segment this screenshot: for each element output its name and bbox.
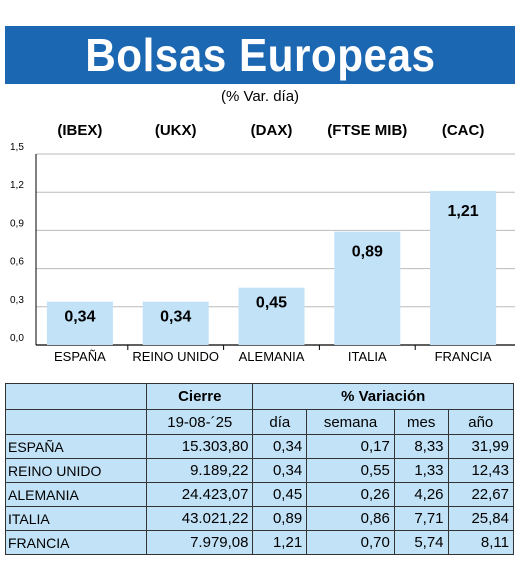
x-tick-label: ALEMANIA (239, 349, 305, 364)
table-header-anio: año (447, 409, 515, 435)
y-tick-label: 1,2 (10, 180, 24, 191)
table-header-semana: semana (306, 409, 395, 435)
table-row: ESPAÑA 15.303,80 0,34 0,17 8,33 31,99 (4, 434, 515, 459)
table-cell-mes: 5,74 (393, 530, 449, 555)
bar-value-label: 0,34 (160, 309, 191, 326)
bar-value-label: 0,45 (256, 295, 287, 312)
bar-value-label: 1,21 (448, 203, 479, 220)
table-body: ESPAÑA 15.303,80 0,34 0,17 8,33 31,99 REINO UN… (4, 434, 515, 555)
table-row: ALEMANIA 24.423,07 0,45 0,26 4,26 22,67 (4, 482, 515, 507)
y-tick-label: 0,6 (10, 257, 24, 268)
table-cell-semana: 0,55 (306, 458, 395, 483)
table-cell-anio: 31,99 (447, 434, 515, 459)
table-cell-cierre: 9.189,22 (146, 458, 254, 483)
table-cell-anio: 12,43 (447, 458, 515, 483)
table-header-date: 19-08-´25 (146, 409, 254, 435)
table-cell-semana: 0,17 (306, 434, 395, 459)
bar-chart: 0,0 0,3 0,6 0,9 1,2 1,5 0,34 (IBEX) ESPAÑA 0,34 (U… (10, 122, 515, 364)
table-cell-anio: 25,84 (447, 506, 515, 531)
bar (238, 287, 305, 345)
table-cell-name: ITALIA (4, 506, 148, 531)
bar (142, 301, 209, 345)
bar (430, 190, 497, 345)
table-cell-semana: 0,70 (306, 530, 395, 555)
y-tick-label: 0,3 (10, 295, 24, 306)
table-cell-name: REINO UNIDO (4, 458, 148, 483)
table-cell-dia: 0,34 (252, 458, 308, 483)
table-cell-dia: 0,89 (252, 506, 308, 531)
x-tick-label: ITALIA (348, 349, 387, 364)
table-header-empty (4, 383, 148, 410)
table-header-dia: día (252, 409, 308, 435)
table-row: ITALIA 43.021,22 0,89 0,86 7,71 25,84 (4, 506, 515, 531)
table-cell-mes: 7,71 (393, 506, 449, 531)
table-cell-cierre: 7.979,08 (146, 530, 254, 555)
table-header-cierre: Cierre (146, 383, 254, 410)
table-cell-mes: 8,33 (393, 434, 449, 459)
table-cell-cierre: 43.021,22 (146, 506, 254, 531)
index-label: (UKX) (155, 122, 197, 139)
table-row: FRANCIA 7.979,08 1,21 0,70 5,74 8,11 (4, 530, 515, 555)
x-tick-label: FRANCIA (435, 349, 492, 364)
page-title: Bolsas Europeas (84, 29, 436, 81)
y-tick-label: 0,0 (10, 333, 24, 344)
table-cell-anio: 8,11 (447, 530, 515, 555)
table-cell-name: FRANCIA (4, 530, 148, 555)
x-tick-label: REINO UNIDO (132, 349, 219, 364)
index-label: (CAC) (442, 122, 485, 139)
table-subheader-empty (4, 409, 148, 435)
table-cell-semana: 0,86 (306, 506, 395, 531)
bar-value-label: 0,89 (352, 244, 383, 261)
table-cell-name: ESPAÑA (4, 434, 148, 459)
index-label: (DAX) (251, 122, 293, 139)
y-tick-label: 1,5 (10, 142, 24, 153)
table-cell-dia: 0,45 (252, 482, 308, 507)
title-banner: Bolsas Europeas (5, 26, 515, 84)
table-cell-dia: 0,34 (252, 434, 308, 459)
bar (334, 231, 401, 345)
chart-subtitle: (% Var. día) (220, 88, 300, 105)
table-cell-dia: 1,21 (252, 530, 308, 555)
bar-value-label: 0,34 (64, 309, 95, 326)
index-label: (IBEX) (57, 122, 102, 139)
table-header-mes: mes (393, 409, 449, 435)
table-cell-mes: 1,33 (393, 458, 449, 483)
data-table: Cierre % Variación 19-08-´25 día semana … (4, 383, 515, 555)
table-cell-name: ALEMANIA (4, 482, 148, 507)
table-row: REINO UNIDO 9.189,22 0,34 0,55 1,33 12,43 (4, 458, 515, 483)
table-cell-anio: 22,67 (447, 482, 515, 507)
table-cell-mes: 4,26 (393, 482, 449, 507)
table-cell-semana: 0,26 (306, 482, 395, 507)
x-tick-label: ESPAÑA (54, 349, 106, 364)
table-header-variacion: % Variación (252, 383, 514, 410)
table-cell-cierre: 24.423,07 (146, 482, 254, 507)
index-label: (FTSE MIB) (327, 122, 407, 139)
bar (46, 301, 113, 345)
y-tick-label: 0,9 (10, 218, 24, 229)
table-cell-cierre: 15.303,80 (146, 434, 254, 459)
